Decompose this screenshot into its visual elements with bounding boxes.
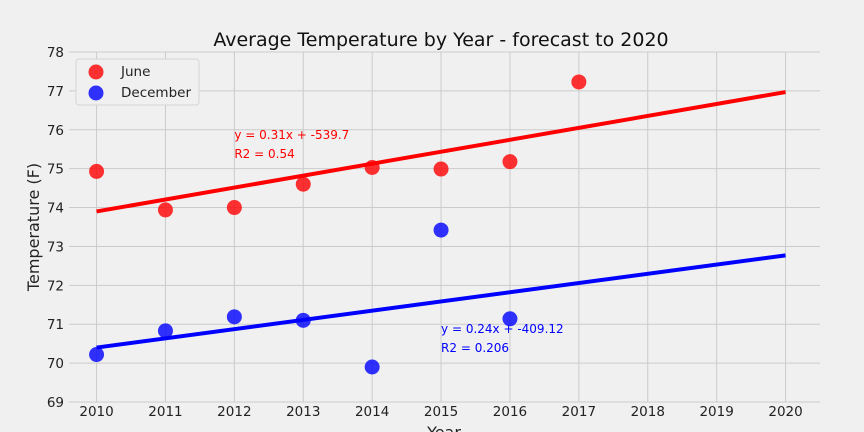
x-tick-label: 2011	[148, 404, 182, 420]
x-tick-label: 2019	[699, 404, 733, 420]
legend: June December	[75, 58, 200, 106]
legend-label-june: June	[120, 64, 150, 80]
data-point-june	[502, 154, 518, 170]
x-tick-label: 2014	[355, 404, 389, 420]
y-tick-label: 72	[47, 278, 64, 294]
r2-label-december: R2 = 0.206	[441, 341, 509, 355]
equation-label-june: y = 0.31x + -539.7	[234, 128, 349, 142]
x-axis-label: Year	[426, 423, 461, 432]
data-point-june	[364, 160, 380, 175]
data-point-december	[433, 222, 449, 238]
trend-lines	[96, 90, 786, 350]
x-tick-label: 2015	[424, 404, 458, 420]
trend-line-december	[96, 253, 786, 350]
legend-marker-december	[88, 85, 104, 101]
data-points	[89, 74, 587, 375]
data-point-december	[157, 323, 173, 339]
data-point-june	[89, 163, 105, 179]
x-tick-label: 2016	[493, 404, 527, 420]
y-tick-label: 77	[47, 84, 64, 100]
trend-line-june	[96, 90, 786, 214]
legend-box	[75, 58, 200, 106]
x-tick-label: 2017	[562, 404, 596, 420]
y-tick-label: 78	[47, 45, 64, 61]
x-tick-label: 2020	[768, 404, 802, 420]
legend-marker-june	[88, 64, 104, 80]
x-tick-label: 2018	[631, 404, 665, 420]
y-tick-label: 70	[47, 356, 64, 372]
y-tick-label: 73	[47, 239, 64, 255]
legend-label-december: December	[121, 85, 191, 101]
x-tick-label: 2010	[79, 404, 113, 420]
r2-label-june: R2 = 0.54	[234, 147, 294, 161]
y-tick-label: 75	[47, 162, 64, 178]
data-point-december	[89, 347, 105, 363]
y-tick-label: 69	[47, 395, 64, 411]
x-tick-label: 2013	[286, 404, 320, 420]
data-point-december	[364, 359, 380, 375]
data-point-december	[295, 312, 311, 328]
data-point-december	[502, 311, 518, 327]
y-tick-label: 74	[47, 201, 64, 217]
data-point-june	[157, 202, 173, 218]
y-tick-label: 76	[47, 123, 64, 139]
data-point-june	[295, 176, 311, 192]
x-tick-label: 2012	[217, 404, 251, 420]
tick-labels: 69 70 71 72 73 74 75 76 77 78 2010 2011 2012 2013 2014…	[47, 45, 803, 420]
y-axis-label: Temperature (F)	[24, 163, 43, 292]
data-point-june	[226, 200, 242, 216]
data-point-june	[571, 74, 587, 90]
data-point-december	[226, 309, 242, 325]
chart-title: Average Temperature by Year - forecast t…	[213, 29, 668, 51]
y-tick-label: 71	[47, 317, 64, 333]
equation-label-december: y = 0.24x + -409.12	[441, 322, 564, 336]
data-point-june	[433, 161, 449, 177]
annotations: y = 0.31x + -539.7 R2 = 0.54 y = 0.24x + -…	[234, 128, 563, 355]
